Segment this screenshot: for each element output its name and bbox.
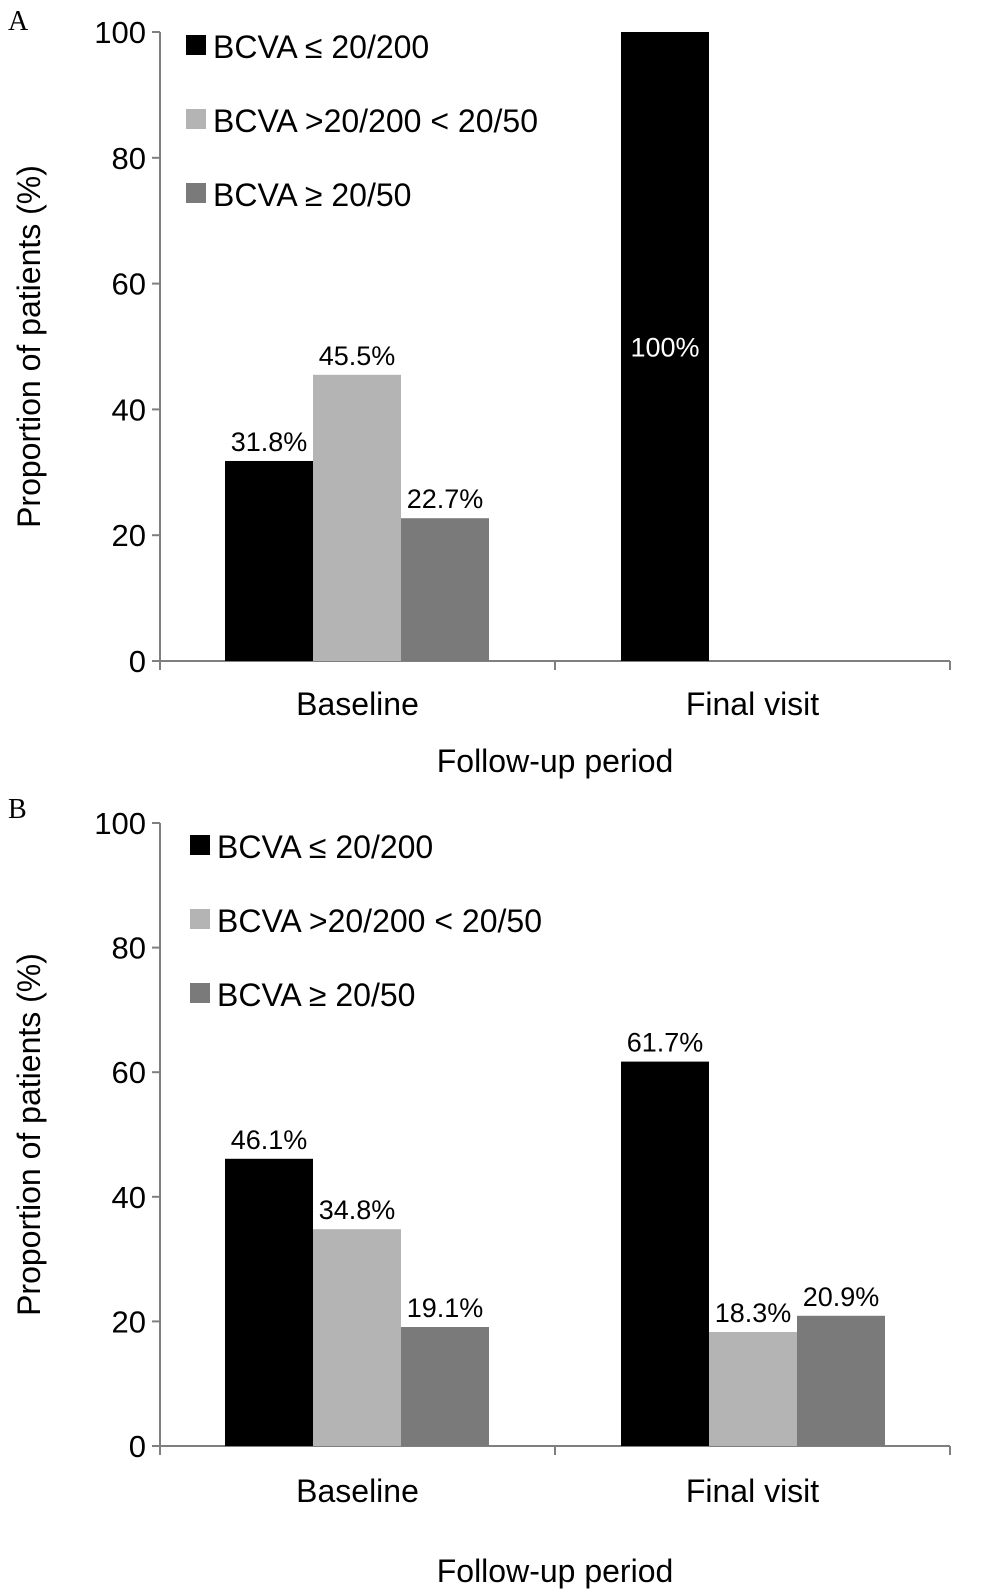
legend-swatch (186, 35, 206, 55)
x-axis-label: Follow-up period (437, 743, 674, 779)
bar-final-visit-series-3 (797, 1315, 885, 1446)
legend-entry: BCVA >20/200 < 20/50 (213, 103, 538, 139)
y-tick-label: 80 (112, 931, 146, 966)
legend-entry: BCVA ≥ 20/50 (217, 977, 415, 1013)
chart-panel-b: B 0 20 40 60 80 100 Proportion of patients (%) 4… (8, 794, 951, 1589)
y-axis-label: Proportion of patients (%) (11, 165, 47, 528)
legend-swatch (186, 183, 206, 203)
bar-data-label: 61.7% (627, 1028, 704, 1058)
y-tick-label: 0 (129, 1429, 146, 1464)
bar-final-visit-series-1 (621, 32, 709, 661)
y-tick-label: 60 (112, 267, 146, 302)
legend-swatch (190, 835, 210, 855)
legend-entry: BCVA >20/200 < 20/50 (217, 903, 542, 939)
bar-baseline-series-3 (401, 1327, 489, 1446)
bar-baseline-series-2 (313, 374, 401, 661)
y-tick-label: 0 (129, 644, 146, 679)
legend: BCVA ≤ 20/200 BCVA >20/200 < 20/50 BCVA ≥ … (186, 29, 538, 213)
x-tick-label: Final visit (686, 686, 819, 722)
y-tick-label: 60 (112, 1055, 146, 1090)
bar-final-visit-series-2 (709, 1331, 797, 1446)
x-tick-label: Baseline (296, 686, 419, 722)
y-tick-label: 20 (112, 1304, 146, 1339)
panel-label: B (8, 794, 27, 825)
y-tick-label: 100 (94, 15, 146, 50)
legend-swatch (190, 909, 210, 929)
legend-entry: BCVA ≥ 20/50 (213, 177, 411, 213)
bar-data-label: 22.7% (407, 484, 484, 514)
bar-baseline-series-3 (401, 518, 489, 661)
x-tick-label: Final visit (686, 1473, 819, 1509)
y-tick-label: 40 (112, 1180, 146, 1215)
y-tick-label: 40 (112, 392, 146, 427)
y-tick-label: 20 (112, 518, 146, 553)
bar-final-visit-series-1 (621, 1061, 709, 1446)
bar-baseline-series-1 (225, 1158, 313, 1446)
bar-data-label: 100% (630, 333, 699, 363)
chart-panel-a: A 0 20 40 60 80 100 Proportion of patients (%) 3… (8, 6, 951, 779)
legend-swatch (190, 983, 210, 1003)
y-tick-label: 100 (94, 806, 146, 841)
x-axis-label: Follow-up period (437, 1553, 674, 1589)
legend: BCVA ≤ 20/200 BCVA >20/200 < 20/50 BCVA ≥ … (190, 829, 542, 1013)
bar-data-label: 20.9% (803, 1282, 880, 1312)
legend-swatch (186, 109, 206, 129)
bar-data-label: 19.1% (407, 1293, 484, 1323)
y-axis-label: Proportion of patients (%) (11, 953, 47, 1316)
y-tick-label: 80 (112, 141, 146, 176)
legend-entry: BCVA ≤ 20/200 (217, 829, 433, 865)
bar-data-label: 46.1% (231, 1125, 308, 1155)
bar-data-label: 18.3% (715, 1298, 792, 1328)
bar-baseline-series-2 (313, 1229, 401, 1446)
bar-data-label: 31.8% (231, 427, 308, 457)
legend-entry: BCVA ≤ 20/200 (213, 29, 429, 65)
x-tick-label: Baseline (296, 1473, 419, 1509)
bar-data-label: 34.8% (319, 1195, 396, 1225)
bar-data-label: 45.5% (319, 341, 396, 371)
panel-label: A (8, 6, 29, 37)
bar-baseline-series-1 (225, 460, 313, 661)
